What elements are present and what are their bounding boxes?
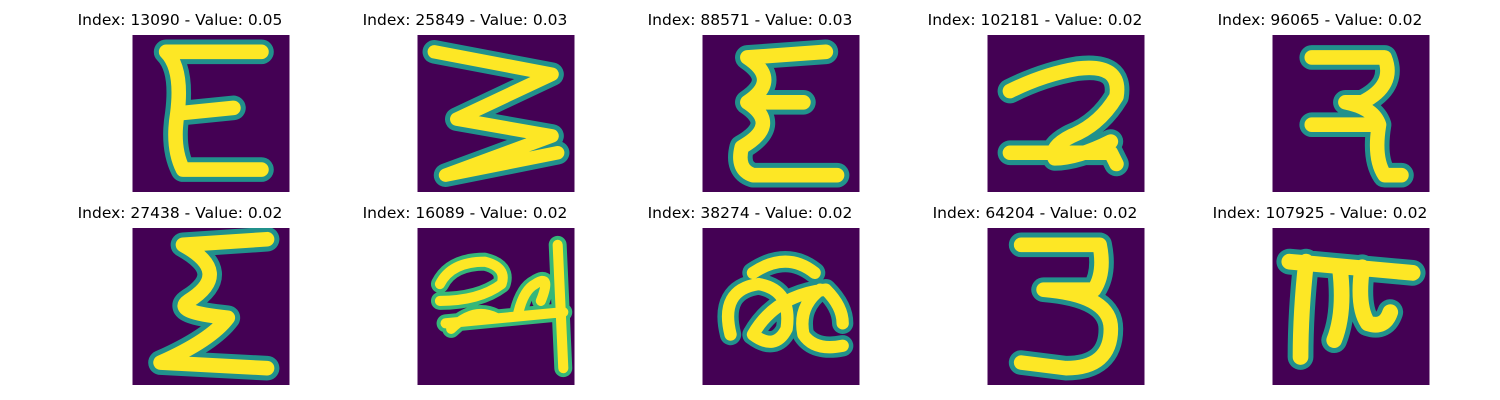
handwritten-glyph-image bbox=[702, 228, 860, 385]
panel-3: Index: 102181 - Value: 0.02 bbox=[885, 0, 1185, 192]
panel-2: Index: 88571 - Value: 0.03 bbox=[600, 0, 900, 192]
handwritten-glyph-image bbox=[417, 35, 575, 192]
handwritten-glyph-image bbox=[987, 35, 1145, 192]
panel-0: Index: 13090 - Value: 0.05 bbox=[30, 0, 330, 192]
handwritten-glyph-image bbox=[702, 35, 860, 192]
panel-8: Index: 64204 - Value: 0.02 bbox=[885, 0, 1185, 385]
panel-title: Index: 38274 - Value: 0.02 bbox=[647, 204, 853, 222]
panel-7: Index: 38274 - Value: 0.02 bbox=[600, 0, 900, 385]
handwritten-glyph-image bbox=[417, 228, 575, 385]
handwritten-glyph-image bbox=[1272, 228, 1430, 385]
panel-title: Index: 88571 - Value: 0.03 bbox=[647, 11, 853, 29]
handwritten-glyph-image bbox=[132, 228, 290, 385]
handwritten-glyph-image bbox=[987, 228, 1145, 385]
handwritten-glyph-image bbox=[132, 35, 290, 192]
panel-1: Index: 25849 - Value: 0.03 bbox=[315, 0, 615, 192]
handwritten-glyph-image bbox=[1272, 35, 1430, 192]
panel-title: Index: 27438 - Value: 0.02 bbox=[77, 204, 283, 222]
panel-9: Index: 107925 - Value: 0.02 bbox=[1170, 0, 1470, 385]
panel-title: Index: 25849 - Value: 0.03 bbox=[362, 11, 568, 29]
panel-4: Index: 96065 - Value: 0.02 bbox=[1170, 0, 1470, 192]
panel-title: Index: 107925 - Value: 0.02 bbox=[1212, 204, 1428, 222]
panel-title: Index: 102181 - Value: 0.02 bbox=[927, 11, 1143, 29]
panel-title: Index: 64204 - Value: 0.02 bbox=[932, 204, 1138, 222]
panel-5: Index: 27438 - Value: 0.02 bbox=[30, 0, 330, 385]
panel-title: Index: 96065 - Value: 0.02 bbox=[1217, 11, 1423, 29]
panel-6: Index: 16089 - Value: 0.02 bbox=[315, 0, 615, 385]
panel-title: Index: 16089 - Value: 0.02 bbox=[362, 204, 568, 222]
panel-title: Index: 13090 - Value: 0.05 bbox=[77, 11, 283, 29]
